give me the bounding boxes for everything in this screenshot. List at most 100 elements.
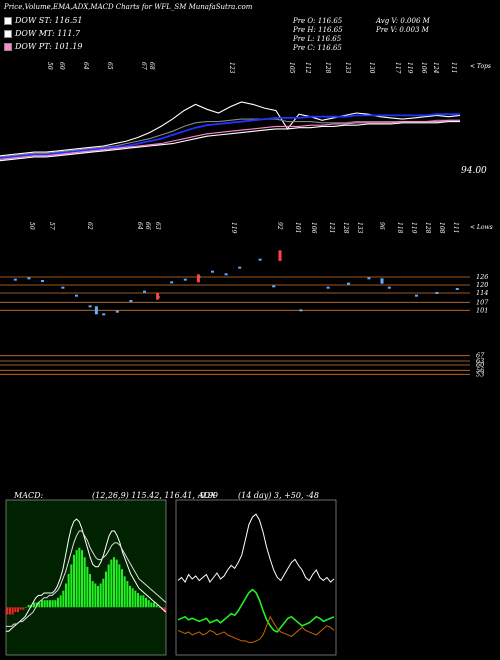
adx-line-1 [177, 588, 335, 633]
macd-bar [115, 559, 118, 608]
price-dot [435, 292, 439, 294]
stat-avg-volume: Avg V: 0.006 M [376, 17, 430, 25]
support-level-label: 63 [476, 357, 484, 365]
price-dot [61, 286, 65, 289]
adx-values: (14 day) 3, +50, -48 [238, 491, 319, 500]
macd-bar [163, 607, 166, 613]
low-label: 50 [28, 222, 35, 230]
macd-label: MACD: [14, 491, 44, 500]
low-label: 118 [396, 222, 403, 234]
price-label-94: 94.00 [461, 166, 487, 176]
macd-bar [158, 607, 161, 608]
price-dot [211, 270, 214, 273]
legend-swatch [4, 16, 12, 25]
price-dot [102, 313, 106, 316]
legend-label: DOW MT: 111.7 [15, 29, 81, 38]
macd-bar [78, 547, 81, 608]
macd-bar [14, 607, 17, 613]
price-dot [347, 282, 350, 285]
top-label: 130 [368, 62, 375, 74]
macd-bar [152, 602, 156, 608]
low-label: 108 [438, 222, 445, 234]
price-dot [238, 266, 242, 269]
stat-pre-open: Pre O: 116.65 [293, 17, 343, 25]
macd-bar [67, 573, 70, 608]
low-label: 133 [356, 222, 363, 234]
macd-bar [147, 600, 150, 608]
stat-pre-low: Pre L: 116.65 [293, 35, 342, 43]
macd-bar [139, 595, 142, 608]
macd-bar [118, 564, 121, 608]
adx-line-2 [177, 615, 335, 643]
price-dot [170, 281, 174, 284]
price-dot [13, 278, 17, 281]
low-label: 57 [48, 222, 55, 230]
macd-signal-line-0 [6, 518, 167, 632]
low-label: 92 [276, 222, 283, 230]
tops-label: < Tops [470, 63, 492, 70]
macd-bar [62, 590, 65, 608]
low-label: 64 [136, 222, 143, 230]
legend-label: DOW PT: 101.19 [15, 42, 83, 51]
candle [196, 274, 200, 283]
macd-bar [112, 557, 116, 608]
price-dot [272, 285, 276, 288]
macd-bar [83, 557, 86, 608]
ema-line-1 [0, 118, 460, 158]
price-dot [183, 278, 187, 281]
price-dot [387, 286, 391, 289]
candle [156, 293, 160, 300]
top-label: 128 [324, 62, 331, 74]
adx-label: ADX [198, 491, 216, 500]
legend-dow-st: DOW ST: 116.51 [4, 16, 83, 25]
macd-bar [99, 583, 102, 608]
macd-signal-line-1 [6, 530, 167, 627]
macd-values: (12,26,9) 115.42, 116.41, -0.99 [92, 491, 218, 500]
low-label: 96 [378, 222, 385, 230]
macd-panel [5, 499, 167, 656]
macd-bar [110, 559, 113, 608]
macd-bar [107, 564, 110, 608]
candle [380, 278, 384, 284]
price-dot [115, 310, 119, 313]
price-dot [326, 286, 330, 289]
macd-bar [134, 590, 137, 608]
macd-bar [16, 607, 20, 613]
stat-pre-high: Pre H: 116.65 [293, 26, 343, 34]
top-label: 50 [46, 62, 53, 70]
macd-bar [38, 602, 41, 608]
macd-bar [131, 588, 134, 608]
top-label: 106 [420, 62, 427, 74]
support-level-label: 67 [476, 352, 485, 360]
low-label: 128 [424, 222, 431, 234]
macd-bar [126, 581, 129, 608]
top-label: 64 [82, 62, 89, 70]
top-label: 65 [106, 62, 113, 70]
legend-label: DOW ST: 116.51 [15, 16, 83, 25]
low-label: 66 [144, 222, 151, 230]
price-dot [88, 305, 92, 308]
macd-bar [51, 600, 54, 608]
macd-bar [70, 564, 73, 608]
support-level-label: 101 [476, 306, 488, 314]
macd-bar [75, 550, 78, 608]
price-dot [367, 277, 371, 280]
macd-bar [155, 604, 158, 608]
macd-bar [80, 550, 84, 608]
macd-bar [48, 600, 52, 608]
low-label: 106 [310, 222, 317, 234]
macd-bar [128, 585, 132, 608]
low-label: 119 [410, 222, 417, 234]
macd-bar [144, 597, 148, 608]
macd-bar [136, 593, 140, 608]
price-dot [41, 280, 44, 282]
macd-bar [11, 607, 14, 615]
candle [278, 250, 282, 261]
top-label: 67 [140, 62, 147, 70]
price-dot [129, 300, 133, 302]
low-label: 63 [154, 222, 161, 230]
macd-bar [104, 571, 108, 608]
adx-panel [175, 499, 337, 656]
support-level-label: 114 [476, 289, 488, 297]
